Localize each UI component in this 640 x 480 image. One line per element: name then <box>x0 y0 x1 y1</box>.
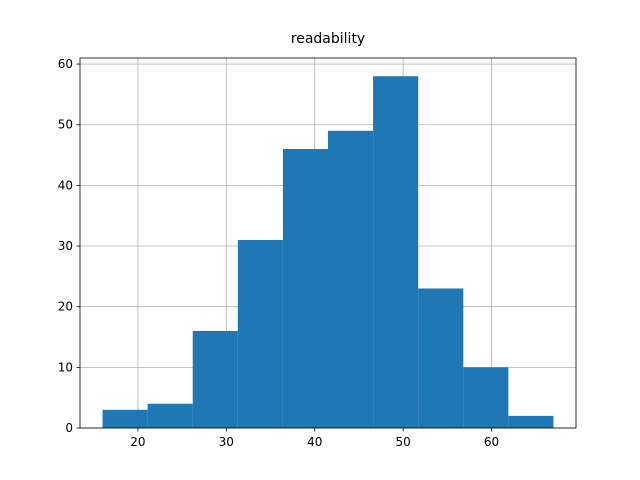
bar <box>282 148 328 428</box>
chart-title: readability <box>291 31 365 47</box>
x-tick-label: 20 <box>130 435 145 449</box>
x-tick-label: 30 <box>219 435 234 449</box>
axes-frame <box>79 57 577 429</box>
bar <box>508 415 554 428</box>
bar <box>418 288 464 428</box>
x-tick-label: 60 <box>484 435 499 449</box>
bar <box>192 330 238 428</box>
bar <box>237 239 283 428</box>
bar <box>373 76 419 429</box>
bar <box>328 130 374 429</box>
bar <box>463 367 509 428</box>
y-tick-label: 60 <box>58 57 73 71</box>
x-tick-label: 50 <box>396 435 411 449</box>
y-tick-label: 20 <box>58 300 73 314</box>
y-tick-label: 0 <box>65 421 73 435</box>
y-tick-label: 30 <box>58 239 73 253</box>
bar <box>102 409 148 428</box>
y-tick-label: 50 <box>58 118 73 132</box>
bar <box>147 403 193 428</box>
x-tick-label: 40 <box>307 435 322 449</box>
y-tick-label: 40 <box>58 178 73 192</box>
y-tick-label: 10 <box>58 360 73 374</box>
